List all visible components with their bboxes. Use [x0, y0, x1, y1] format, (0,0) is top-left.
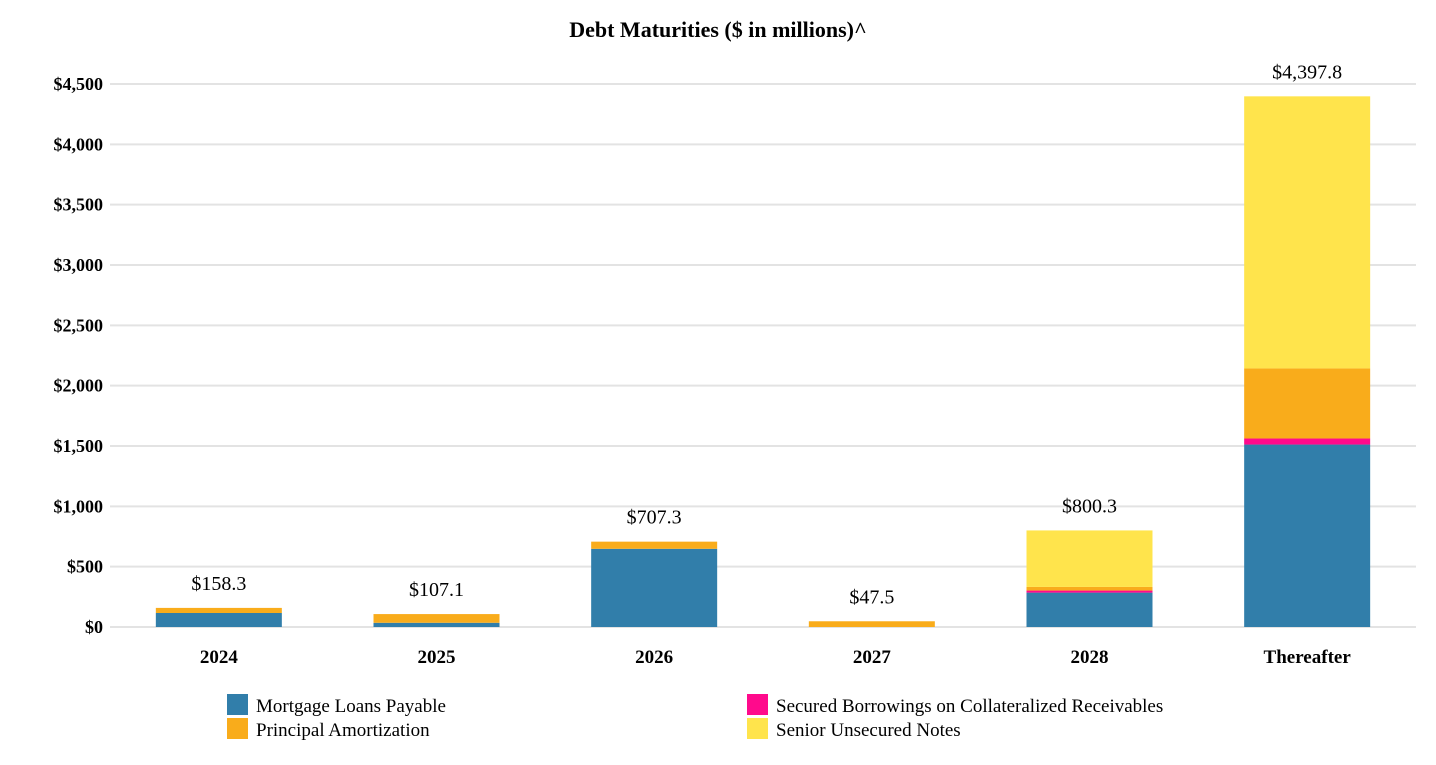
y-tick-label: $1,500	[54, 436, 104, 456]
bar-segment	[373, 614, 500, 623]
total-label: $800.3	[1062, 495, 1117, 517]
bar-segment	[1026, 530, 1153, 587]
x-tick-label: 2027	[853, 647, 892, 668]
bar-segment	[1026, 592, 1153, 627]
legend-swatch	[227, 718, 248, 739]
y-tick-label: $500	[67, 557, 103, 577]
bar-segment	[808, 621, 935, 627]
legend-swatch	[747, 694, 768, 715]
bar-segment	[591, 541, 718, 549]
bar-segment	[373, 622, 500, 627]
legend-label: Mortgage Loans Payable	[256, 696, 446, 717]
y-tick-label: $3,000	[54, 255, 104, 275]
legend-label: Principal Amortization	[256, 720, 430, 741]
bar-segment	[155, 613, 282, 627]
legend-swatch	[747, 718, 768, 739]
total-label: $158.3	[191, 573, 246, 595]
bar-segment	[1026, 590, 1153, 593]
y-tick-label: $3,500	[54, 195, 104, 215]
bar-segment	[1026, 586, 1153, 591]
legend-label: Secured Borrowings on Collateralized Rec…	[776, 696, 1163, 717]
bar-segment	[1244, 438, 1371, 445]
legend-swatch	[227, 694, 248, 715]
y-tick-label: $2,000	[54, 376, 104, 396]
bar-segment	[1244, 444, 1371, 627]
x-tick-label: Thereafter	[1264, 647, 1352, 668]
total-label: $707.3	[627, 507, 682, 529]
x-tick-label: 2025	[418, 647, 456, 668]
x-tick-label: 2028	[1071, 647, 1109, 668]
total-label: $47.5	[849, 586, 894, 608]
chart-title: Debt Maturities ($ in millions)^	[569, 17, 867, 42]
y-tick-label: $1,000	[54, 496, 104, 516]
y-tick-label: $2,500	[54, 315, 104, 335]
y-tick-label: $4,500	[54, 74, 104, 94]
bar-segment	[1244, 368, 1371, 439]
y-tick-label: $4,000	[54, 134, 104, 154]
bar-segment	[155, 607, 282, 614]
legend-label: Senior Unsecured Notes	[776, 720, 961, 741]
bar-segment	[1244, 96, 1371, 369]
total-label: $4,397.8	[1272, 61, 1342, 83]
y-tick-label: $0	[85, 617, 103, 637]
x-tick-label: 2024	[200, 647, 239, 668]
total-label: $107.1	[409, 579, 464, 601]
bar-segment	[591, 548, 718, 627]
x-tick-label: 2026	[635, 647, 673, 668]
